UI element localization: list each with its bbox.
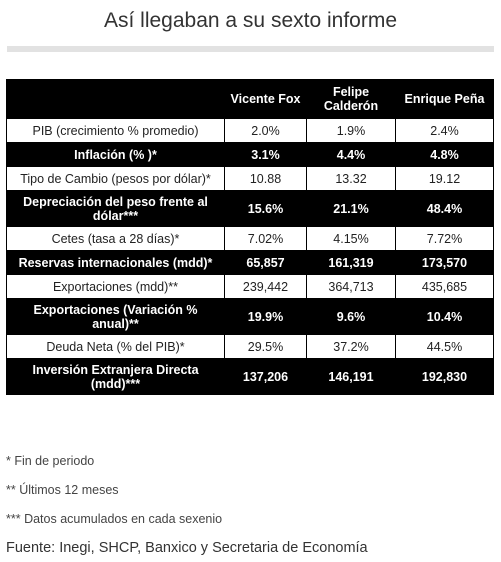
footnote: ** Últimos 12 meses (6, 483, 119, 497)
header-blank-cell (6, 79, 225, 119)
header-enrique-pena: Enrique Peña (395, 79, 494, 119)
header-felipe-calderon: Felipe Calderón (306, 79, 396, 119)
row-value: 10.88 (224, 166, 307, 191)
row-value: 15.6% (224, 190, 307, 227)
row-value: 364,713 (306, 274, 396, 299)
row-value: 4.8% (395, 142, 494, 167)
row-label: Depreciación del peso frente al dólar*** (6, 190, 225, 227)
row-value: 192,830 (395, 358, 494, 395)
row-label: Inflación (% )* (6, 142, 225, 167)
row-value: 9.6% (306, 298, 396, 335)
table-header-row: Vicente Fox Felipe Calderón Enrique Peña (6, 79, 494, 119)
footnote: * Fin de periodo (6, 454, 95, 468)
row-value: 4.15% (306, 226, 396, 251)
row-value: 173,570 (395, 250, 494, 275)
row-value: 161,319 (306, 250, 396, 275)
row-value: 146,191 (306, 358, 396, 395)
row-label: PIB (crecimiento % promedio) (6, 118, 225, 143)
row-label: Exportaciones (Variación % anual)** (6, 298, 225, 335)
table-row: Reservas internacionales (mdd)* 65,857 161… (6, 250, 494, 275)
source-line: Fuente: Inegi, SHCP, Banxico y Secretari… (6, 540, 368, 556)
row-value: 7.02% (224, 226, 307, 251)
row-label: Reservas internacionales (mdd)* (6, 250, 225, 275)
footnote: *** Datos acumulados en cada sexenio (6, 512, 223, 526)
table-row: Depreciación del peso frente al dólar***… (6, 190, 494, 227)
row-value: 7.72% (395, 226, 494, 251)
title-divider (7, 46, 494, 52)
table-row: Cetes (tasa a 28 días)* 7.02% 4.15% 7.72% (6, 226, 494, 251)
row-label: Cetes (tasa a 28 días)* (6, 226, 225, 251)
table-row: Exportaciones (Variación % anual)** 19.9%… (6, 298, 494, 335)
footnotes: * Fin de periodo ** Últimos 12 meses ***… (6, 452, 222, 539)
table-row: Inflación (% )* 3.1% 4.4% 4.8% (6, 142, 494, 167)
data-table: Vicente Fox Felipe Calderón Enrique Peña… (6, 79, 494, 395)
row-value: 44.5% (395, 334, 494, 359)
row-value: 2.0% (224, 118, 307, 143)
row-value: 2.4% (395, 118, 494, 143)
row-value: 19.9% (224, 298, 307, 335)
row-value: 21.1% (306, 190, 396, 227)
row-value: 13.32 (306, 166, 396, 191)
row-value: 239,442 (224, 274, 307, 299)
row-value: 137,206 (224, 358, 307, 395)
table-row: Deuda Neta (% del PIB)* 29.5% 37.2% 44.5% (6, 334, 494, 359)
row-value: 10.4% (395, 298, 494, 335)
table-row: Inversión Extranjera Directa (mdd)*** 137… (6, 358, 494, 395)
row-value: 3.1% (224, 142, 307, 167)
table-row: Tipo de Cambio (pesos por dólar)* 10.88 13… (6, 166, 494, 191)
row-label: Exportaciones (mdd)** (6, 274, 225, 299)
row-label: Tipo de Cambio (pesos por dólar)* (6, 166, 225, 191)
row-value: 1.9% (306, 118, 396, 143)
row-label: Inversión Extranjera Directa (mdd)*** (6, 358, 225, 395)
row-label: Deuda Neta (% del PIB)* (6, 334, 225, 359)
row-value: 37.2% (306, 334, 396, 359)
row-value: 4.4% (306, 142, 396, 167)
row-value: 65,857 (224, 250, 307, 275)
row-value: 435,685 (395, 274, 494, 299)
table-row: PIB (crecimiento % promedio) 2.0% 1.9% 2.4% (6, 118, 494, 143)
table-row: Exportaciones (mdd)** 239,442 364,713 435,6… (6, 274, 494, 299)
row-value: 29.5% (224, 334, 307, 359)
header-vicente-fox: Vicente Fox (224, 79, 307, 119)
row-value: 48.4% (395, 190, 494, 227)
page-title: Así llegaban a su sexto informe (104, 9, 397, 32)
row-value: 19.12 (395, 166, 494, 191)
